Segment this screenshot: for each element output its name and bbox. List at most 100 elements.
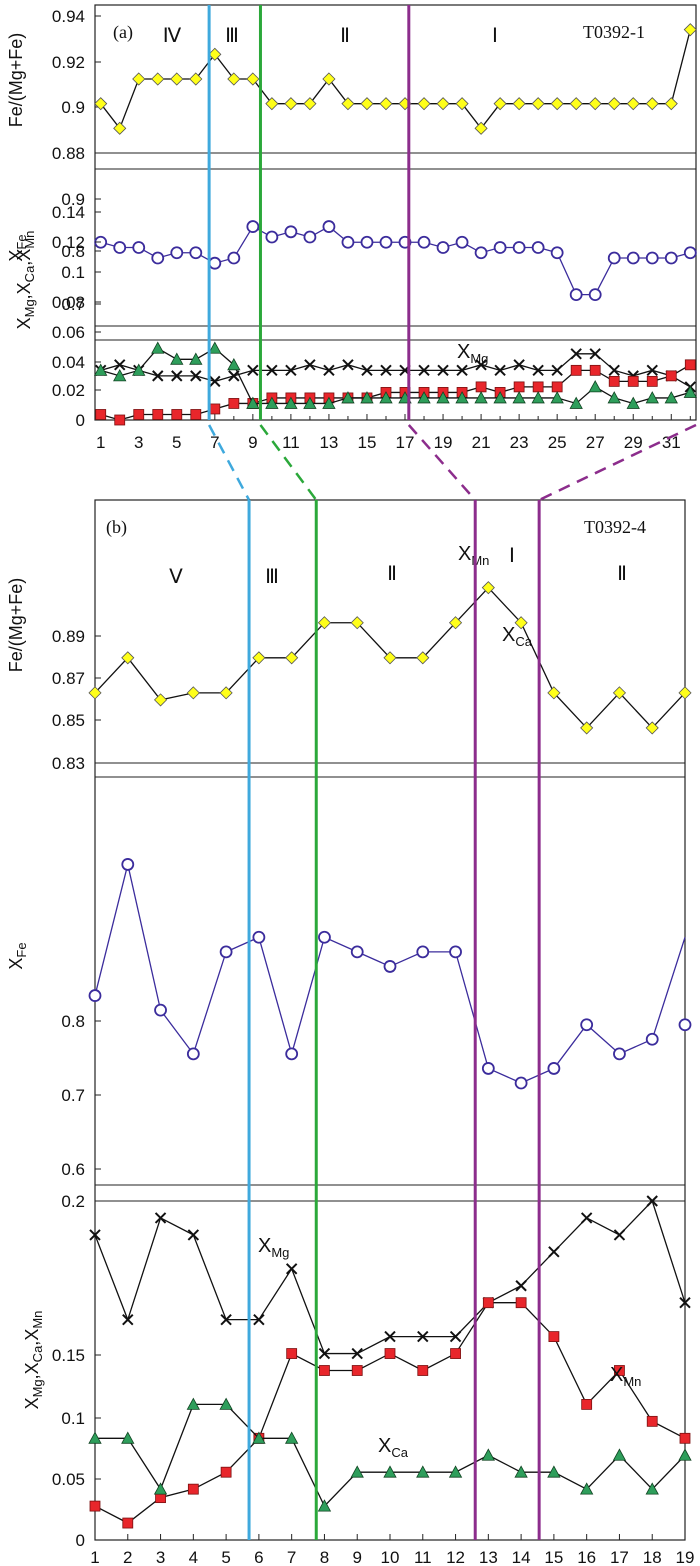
x-tick-label: 12 [446, 1548, 465, 1566]
point-XFe [474, 246, 488, 260]
point-Fe/(Mg+Fe) [481, 581, 495, 595]
y-tick-label: 0.6 [61, 1160, 85, 1179]
point-XCa [360, 391, 374, 404]
point-XMg [570, 348, 582, 360]
point-XFe [683, 246, 697, 260]
x-tick-label: 18 [643, 1548, 662, 1566]
point-XMg [384, 1330, 396, 1343]
x-tick-label: 11 [282, 433, 300, 452]
point-Fe/(Mg+Fe) [550, 97, 564, 111]
point-XFe [219, 945, 233, 959]
point-XMn [684, 359, 696, 371]
zone-label: Ⅱ [340, 25, 350, 47]
point-XFe [360, 235, 374, 249]
point-XFe [436, 241, 450, 254]
x-tick-label: 5 [221, 1548, 230, 1566]
point-XCa [88, 1431, 102, 1444]
x-tick-label: 5 [172, 433, 181, 452]
y-tick-label: 0.8 [61, 1012, 85, 1031]
point-XMn [646, 1415, 658, 1427]
y-tick-label: 0.02 [52, 381, 85, 400]
point-XFe [626, 251, 640, 265]
point-XFe [341, 235, 355, 249]
point-XMg [253, 1313, 265, 1326]
x-tick-label: 17 [610, 1548, 629, 1566]
point-XMg [417, 1330, 429, 1343]
point-Fe/(Mg+Fe) [383, 651, 397, 665]
point-XFe [664, 251, 678, 265]
panel-a-frame [94, 4, 697, 421]
point-XMg [285, 364, 297, 377]
series-label-XMg: XMg [258, 1235, 289, 1260]
point-Fe/(Mg+Fe) [317, 616, 332, 630]
point-XMg [304, 359, 316, 371]
point-XFe [265, 230, 279, 244]
point-XCa [94, 363, 108, 376]
point-XMn [581, 1399, 593, 1410]
point-XMn [114, 414, 126, 426]
point-XFe [531, 241, 545, 254]
point-XFe [569, 288, 583, 302]
point-XMg [114, 359, 126, 371]
point-Fe/(Mg+Fe) [547, 686, 561, 700]
point-XCa [189, 352, 203, 365]
x-tick-label: 10 [381, 1548, 400, 1566]
y-tick-label: 0.92 [52, 53, 85, 72]
point-XFe [493, 241, 507, 254]
point-XFe [170, 246, 184, 260]
point-XCa [350, 1465, 364, 1478]
point-XMn [228, 398, 240, 409]
x-tick-label: 27 [586, 433, 605, 452]
y-tick-label: 0.14 [52, 203, 85, 222]
point-XMg [418, 364, 430, 377]
point-XFe [121, 858, 135, 871]
point-XMn [190, 409, 202, 420]
point-XMg [646, 364, 658, 377]
point-Fe/(Mg+Fe) [350, 616, 364, 630]
point-Fe/(Mg+Fe) [360, 97, 374, 111]
point-XMg [456, 364, 468, 377]
x-tick-label: 14 [512, 1548, 531, 1566]
point-XMg [580, 1212, 593, 1224]
series-label-XMn: XMn [458, 543, 489, 568]
point-XMg [89, 1229, 101, 1241]
point-XCa [550, 391, 564, 404]
point-XFe [284, 225, 298, 239]
point-XFe [417, 235, 431, 249]
sample-label: T0392-1 [583, 22, 645, 42]
x-tick-label: 29 [624, 433, 643, 452]
point-XMn [133, 409, 145, 420]
point-Fe/(Mg+Fe) [612, 686, 627, 700]
x-tick-label: 31 [662, 433, 681, 452]
point-XMg [589, 348, 601, 360]
point-XCa [436, 391, 450, 404]
point-XCa [170, 352, 184, 365]
point-Fe/(Mg+Fe) [284, 97, 298, 111]
y-tick-label: 0.05 [52, 1470, 85, 1489]
point-XFe [154, 1003, 167, 1017]
point-XFe [151, 251, 165, 265]
point-XFe [379, 235, 393, 249]
zone-label: Ⅱ [387, 563, 397, 585]
point-XCa [493, 391, 507, 404]
point-XCa [645, 1482, 659, 1495]
point-Fe/(Mg+Fe) [379, 97, 393, 111]
y-tick-label: 0.89 [52, 627, 85, 646]
point-Fe/(Mg+Fe) [474, 121, 488, 135]
boundary-connector [407, 424, 477, 501]
y-axis-label: XMg,XCa,XMn [22, 1311, 45, 1410]
point-XFe [383, 960, 397, 973]
point-XFe [613, 1047, 626, 1061]
y-tick-label: 0.08 [52, 293, 85, 312]
y-tick-label: 0.15 [52, 1346, 85, 1365]
point-XMn [220, 1466, 232, 1478]
point-XFe [322, 220, 336, 233]
point-Fe/(Mg+Fe) [493, 97, 507, 111]
point-Fe/(Mg+Fe) [645, 721, 659, 735]
point-XFe [607, 251, 621, 265]
y-tick-label: 0.83 [52, 754, 85, 773]
x-tick-label: 15 [544, 1548, 563, 1566]
point-Fe/(Mg+Fe) [683, 23, 697, 37]
point-XMn [171, 409, 183, 420]
